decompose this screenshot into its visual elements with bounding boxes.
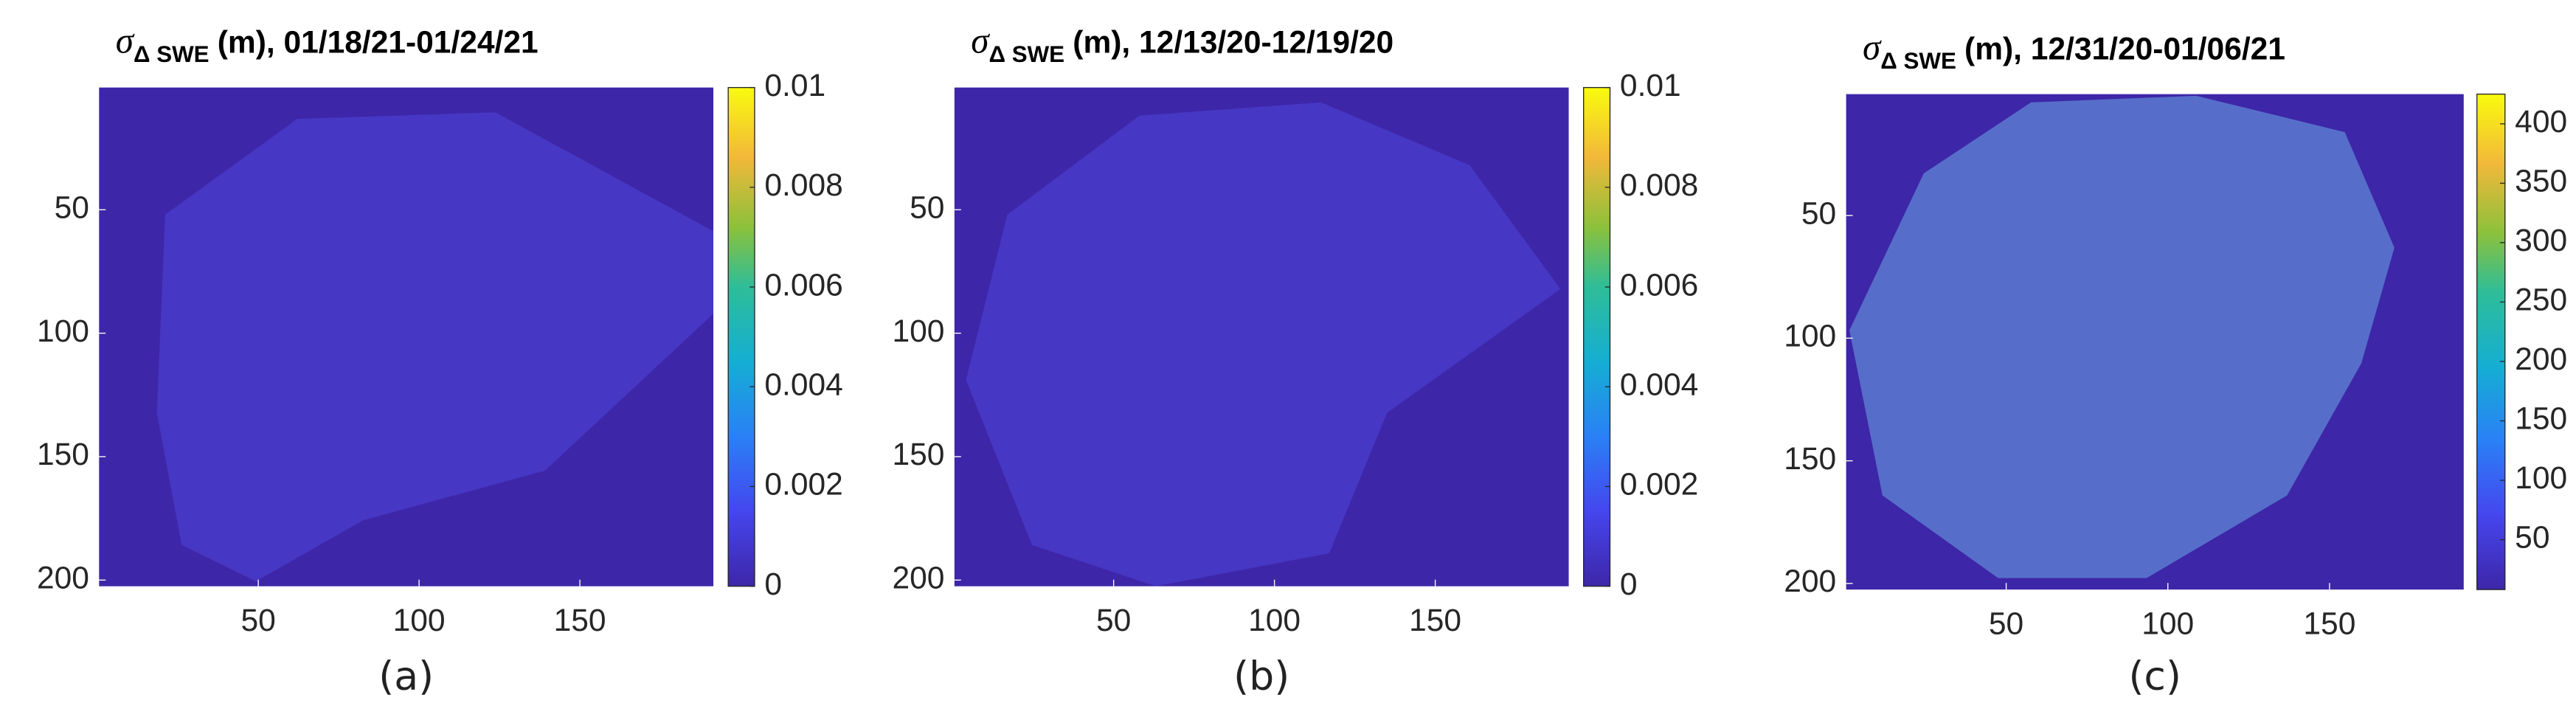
colorbar (2476, 93, 2506, 590)
chart-title: σΔ SWE (m), 12/13/20-12/19/20 (971, 21, 1393, 68)
colorbar-tick-label: 0.01 (764, 68, 825, 103)
x-tick-label: 50 (1096, 603, 1131, 638)
image-footprint (156, 112, 714, 581)
colorbar-tick-label: 0.006 (1620, 267, 1698, 302)
x-tick-label: 150 (554, 603, 606, 638)
x-tick-label: 100 (393, 603, 446, 638)
colorbar-tick-label: 400 (2515, 104, 2567, 139)
colorbar-tick-label: 50 (2515, 520, 2549, 556)
title-symbol: σ (1863, 27, 1882, 68)
x-tick-label: 100 (2142, 606, 2194, 642)
colorbar-tick-label: 300 (2515, 223, 2567, 258)
y-tick-label: 150 (892, 437, 944, 472)
x-tick-label: 100 (1248, 603, 1301, 638)
y-tick-label: 100 (37, 314, 89, 349)
chart-title: σΔ SWE (m), 12/31/20-01/06/21 (1863, 27, 2285, 75)
colorbar-tick-label: 0 (1620, 567, 1638, 602)
y-tick-label: 200 (1784, 564, 1836, 599)
y-tick-label: 200 (37, 561, 89, 596)
colorbar-tick-label: 0.008 (764, 167, 842, 203)
colorbar (727, 86, 755, 587)
colorbar-tick-label: 0.004 (764, 367, 842, 402)
colorbar-tick-label: 100 (2515, 460, 2567, 496)
colorbar-tick-label: 0.004 (1620, 367, 1698, 402)
title-symbol: σ (116, 21, 135, 61)
title-subscript: Δ SWE (988, 41, 1064, 67)
y-tick-label: 50 (55, 190, 89, 226)
title-text: (m), 12/31/20-01/06/21 (1964, 32, 2285, 67)
title-subscript: Δ SWE (1880, 48, 1956, 74)
y-tick-label: 200 (892, 561, 944, 596)
colorbar-tick-label: 0.002 (764, 467, 842, 502)
colorbar-tick-label: 0.006 (764, 267, 842, 302)
y-tick-label: 150 (37, 437, 89, 472)
y-tick-label: 100 (892, 314, 944, 349)
colorbar-tick-label: 0.01 (1620, 68, 1681, 103)
caption: (c) (2128, 653, 2181, 699)
title-text: (m), 12/13/20-12/19/20 (1073, 25, 1393, 60)
caption: (a) (378, 653, 434, 699)
image-footprint (966, 102, 1561, 587)
colorbar-tick-label: 250 (2515, 283, 2567, 318)
title-symbol: σ (971, 21, 990, 61)
y-tick-label: 100 (1784, 319, 1836, 354)
colorbar-tick-label: 0.008 (1620, 167, 1698, 203)
x-tick-label: 150 (2303, 606, 2355, 642)
colorbar-tick-label: 0 (764, 567, 782, 602)
colorbar-tick-label: 350 (2515, 164, 2567, 199)
y-tick-label: 150 (1784, 441, 1836, 477)
chart-title: σΔ SWE (m), 01/18/21-01/24/21 (116, 21, 539, 68)
colorbar-tick-label: 150 (2515, 401, 2567, 437)
colorbar-tick-label: 200 (2515, 342, 2567, 377)
x-tick-label: 150 (1409, 603, 1461, 638)
colorbar (1583, 86, 1611, 587)
title-text: (m), 01/18/21-01/24/21 (218, 25, 539, 60)
x-tick-label: 50 (240, 603, 275, 638)
x-tick-label: 50 (1989, 606, 2023, 642)
title-subscript: Δ SWE (134, 41, 210, 67)
y-tick-label: 50 (910, 190, 944, 226)
y-tick-label: 50 (1801, 196, 1836, 231)
colorbar-tick-label: 0.002 (1620, 467, 1698, 502)
image-footprint (1849, 95, 2395, 578)
caption: (b) (1233, 653, 1289, 699)
